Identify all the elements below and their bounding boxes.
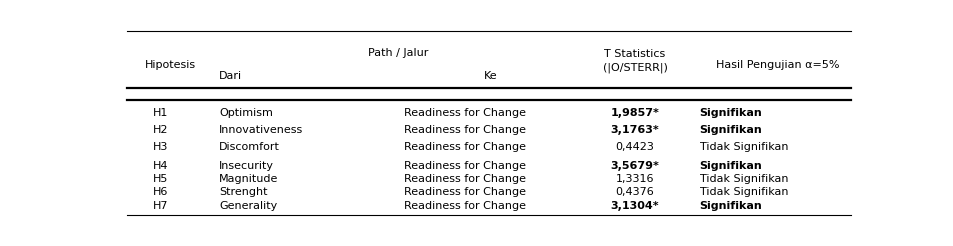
Text: Readiness for Change: Readiness for Change [403, 161, 525, 171]
Text: Tidak Signifikan: Tidak Signifikan [699, 142, 787, 152]
Text: H7: H7 [152, 201, 168, 211]
Text: 1,3316: 1,3316 [615, 174, 654, 184]
Text: Readiness for Change: Readiness for Change [403, 142, 525, 152]
Text: Strenght: Strenght [219, 187, 267, 198]
Text: Generality: Generality [219, 201, 277, 211]
Text: H1: H1 [152, 108, 168, 118]
Text: 0,4423: 0,4423 [615, 142, 654, 152]
Text: Discomfort: Discomfort [219, 142, 279, 152]
Text: Signifikan: Signifikan [699, 201, 761, 211]
Text: Readiness for Change: Readiness for Change [403, 187, 525, 198]
Text: Readiness for Change: Readiness for Change [403, 125, 525, 135]
Text: Signifikan: Signifikan [699, 108, 761, 118]
Text: H3: H3 [152, 142, 168, 152]
Text: 3,1304*: 3,1304* [610, 201, 659, 211]
Text: Hipotesis: Hipotesis [145, 60, 196, 70]
Text: T Statistics
(|O/STERR|): T Statistics (|O/STERR|) [602, 49, 667, 73]
Text: Path / Jalur: Path / Jalur [368, 48, 428, 59]
Text: Readiness for Change: Readiness for Change [403, 201, 525, 211]
Text: Dari: Dari [219, 71, 242, 81]
Text: Hasil Pengujian α=5%: Hasil Pengujian α=5% [715, 60, 838, 70]
Text: Readiness for Change: Readiness for Change [403, 108, 525, 118]
Text: Tidak Signifikan: Tidak Signifikan [699, 174, 787, 184]
Text: 3,1763*: 3,1763* [610, 125, 659, 135]
Text: H6: H6 [152, 187, 168, 198]
Text: 3,5679*: 3,5679* [610, 161, 659, 171]
Text: 1,9857*: 1,9857* [610, 108, 659, 118]
Text: Optimism: Optimism [219, 108, 273, 118]
Text: H4: H4 [152, 161, 168, 171]
Text: H2: H2 [152, 125, 168, 135]
Text: Readiness for Change: Readiness for Change [403, 174, 525, 184]
Text: Tidak Signifikan: Tidak Signifikan [699, 187, 787, 198]
Text: H5: H5 [152, 174, 168, 184]
Text: Magnitude: Magnitude [219, 174, 278, 184]
Text: Signifikan: Signifikan [699, 161, 761, 171]
Text: Insecurity: Insecurity [219, 161, 274, 171]
Text: 0,4376: 0,4376 [615, 187, 654, 198]
Text: Signifikan: Signifikan [699, 125, 761, 135]
Text: Ke: Ke [483, 71, 497, 81]
Text: Innovativeness: Innovativeness [219, 125, 303, 135]
